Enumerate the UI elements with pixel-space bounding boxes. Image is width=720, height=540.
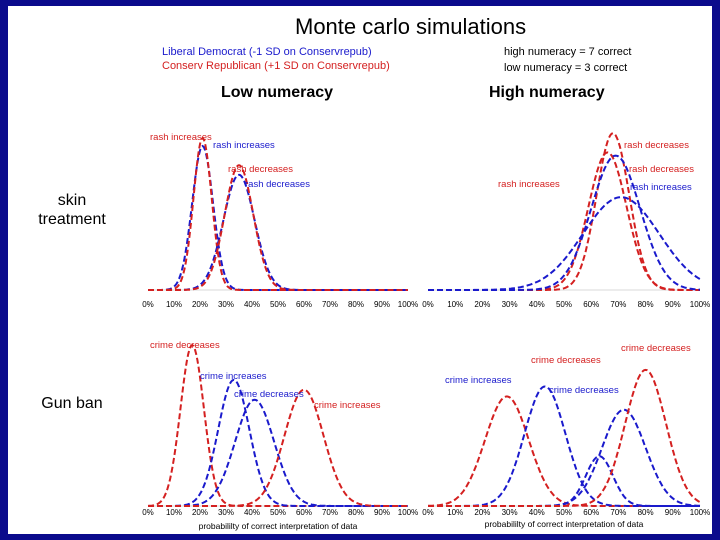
high-numeracy-definition: high numeracy = 7 correct	[504, 46, 632, 58]
x-tick-label: 50%	[270, 508, 286, 517]
x-tick-label: 20%	[474, 300, 490, 309]
x-tick-label: 100%	[690, 508, 710, 517]
density-charts: 0% 10% 20% 30% 40% 50% 60% 70% 80% 90% 100% rash in…	[142, 132, 710, 531]
curve-annotation: rash decreases	[624, 140, 689, 151]
chart-skin-low-numeracy: 0% 10% 20% 30% 40% 50% 60% 70% 80% 90% 100% rash in…	[142, 132, 418, 309]
x-tick-label: 20%	[474, 508, 490, 517]
column-header-high-numeracy: High numeracy	[489, 84, 605, 101]
x-tick-label: 60%	[296, 300, 312, 309]
chart-skin-high-numeracy: 0% 10% 20% 30% 40% 50% 60% 70% 80% 90% 100% rash de…	[422, 132, 710, 309]
x-tick-label: 50%	[270, 300, 286, 309]
x-tick-label: 40%	[244, 300, 260, 309]
density-curve-liberal-democrat-1	[428, 385, 700, 507]
x-tick-label: 60%	[296, 508, 312, 517]
curve-annotation: rash increases	[150, 132, 212, 143]
column-header-low-numeracy: Low numeracy	[221, 84, 334, 101]
row-label-gun-ban: Gun ban	[41, 395, 103, 412]
curve-annotation: rash decreases	[629, 164, 694, 175]
density-curve-liberal-democrat-2	[428, 455, 700, 507]
curve-annotation: rash increases	[498, 179, 560, 190]
x-tick-label: 20%	[192, 300, 208, 309]
row-label-skin-line2: treatment	[38, 211, 106, 228]
chart-gun-low-numeracy: 0% 10% 20% 30% 40% 50% 60% 70% 80% 90% 100% probabi…	[142, 340, 418, 531]
density-curve-conserv-republican-1	[148, 136, 408, 291]
x-tick-label: 50%	[556, 300, 572, 309]
x-tick-label: 90%	[665, 300, 681, 309]
x-tick-label: 60%	[583, 508, 599, 517]
density-curve-liberal-democrat-1	[148, 378, 408, 507]
x-tick-label: 90%	[374, 508, 390, 517]
density-curve-liberal-democrat-3	[428, 196, 701, 291]
x-tick-label: 70%	[322, 508, 338, 517]
curve-annotation: rash increases	[630, 182, 692, 193]
x-tick-label: 10%	[166, 508, 182, 517]
legend-liberal-democrat: Liberal Democrat (-1 SD on Conservrepub)	[162, 46, 372, 58]
curve-annotation: crime increases	[445, 375, 512, 386]
x-tick-label: 100%	[690, 300, 710, 309]
x-tick-label: 30%	[218, 300, 234, 309]
x-tick-label: 30%	[218, 508, 234, 517]
curve-annotation: crime decreases	[549, 385, 619, 396]
x-tick-label: 70%	[322, 300, 338, 309]
curve-annotation: crime decreases	[531, 355, 601, 366]
x-tick-label: 80%	[348, 300, 364, 309]
x-tick-label: 40%	[529, 508, 545, 517]
slide: Monte carlo simulations Liberal Democrat…	[8, 6, 712, 534]
x-tick-label: 50%	[556, 508, 572, 517]
curve-annotation: rash decreases	[245, 179, 310, 190]
x-axis-label: probabililty of correct interpretation o…	[199, 521, 358, 531]
x-tick-label: 60%	[583, 300, 599, 309]
density-curve-liberal-democrat-2	[148, 173, 408, 291]
x-tick-label: 10%	[447, 300, 463, 309]
curve-annotation: crime decreases	[234, 389, 304, 400]
x-tick-label: 70%	[610, 300, 626, 309]
x-tick-label: 70%	[610, 508, 626, 517]
x-tick-label: 90%	[374, 300, 390, 309]
low-numeracy-definition: low numeracy = 3 correct	[504, 62, 628, 74]
density-curve-liberal-democrat-3	[428, 408, 701, 507]
density-curve-conserv-republican-0	[428, 132, 700, 291]
row-label-skin-treatment: skin treatment	[22, 191, 122, 229]
density-curve-conserv-republican-0	[428, 395, 700, 507]
curve-annotation: crime decreases	[150, 340, 220, 351]
density-curve-liberal-democrat-2	[428, 154, 700, 291]
x-tick-label: 80%	[638, 508, 654, 517]
curve-annotation: crime increases	[314, 400, 381, 411]
row-label-skin-line1: skin	[57, 192, 87, 209]
x-tick-label: 0%	[142, 300, 154, 309]
density-curve-conserv-republican-3	[148, 164, 408, 291]
curve-annotation: crime decreases	[621, 343, 691, 354]
density-curve-conserv-republican-4	[428, 368, 701, 507]
x-tick-label: 40%	[244, 508, 260, 517]
curve-annotation: rash decreases	[228, 164, 293, 175]
curve-annotation: rash increases	[213, 140, 275, 151]
x-tick-label: 100%	[398, 300, 418, 309]
slide-title: Monte carlo simulations	[295, 14, 527, 39]
x-tick-label: 80%	[348, 508, 364, 517]
density-curve-conserv-republican-3	[148, 388, 408, 507]
x-tick-label: 10%	[447, 508, 463, 517]
density-curve-conserv-republican-0	[147, 343, 408, 507]
curve-annotation: crime increases	[200, 371, 267, 382]
density-curve-liberal-democrat-2	[148, 398, 408, 507]
x-tick-label: 20%	[192, 508, 208, 517]
x-axis-label: probabililty of correct interpretation o…	[485, 519, 644, 529]
x-tick-label: 90%	[665, 508, 681, 517]
x-tick-label: 80%	[638, 300, 654, 309]
x-tick-label: 100%	[398, 508, 418, 517]
x-tick-label: 0%	[422, 508, 434, 517]
x-tick-label: 30%	[502, 508, 518, 517]
legend-conserv-republican: Conserv Republican (+1 SD on Conservrepu…	[162, 60, 390, 72]
x-tick-label: 40%	[529, 300, 545, 309]
chart-gun-high-numeracy: 0% 10% 20% 30% 40% 50% 60% 70% 80% 90% 100% probabi…	[422, 343, 710, 529]
x-tick-label: 30%	[502, 300, 518, 309]
x-tick-label: 10%	[166, 300, 182, 309]
x-tick-label: 0%	[142, 508, 154, 517]
x-tick-label: 0%	[422, 300, 434, 309]
